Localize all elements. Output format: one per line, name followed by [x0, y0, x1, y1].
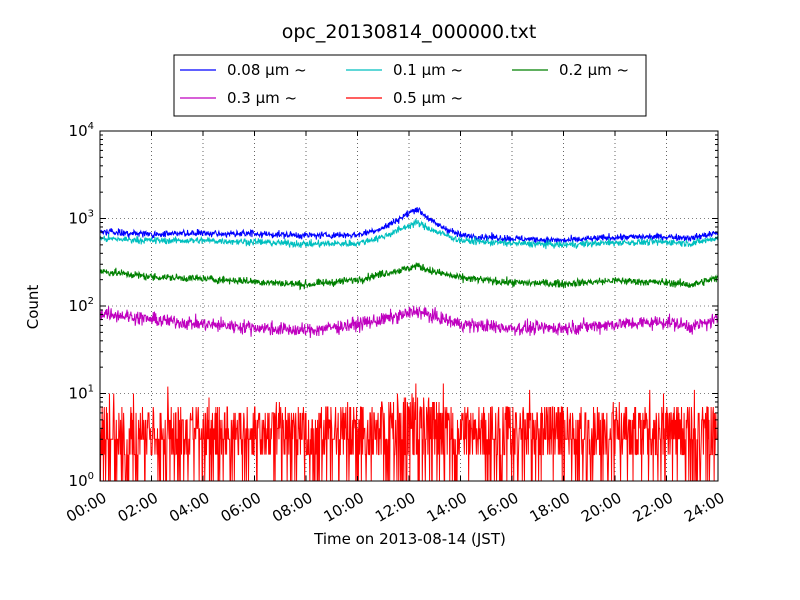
legend-box — [173, 54, 647, 117]
chart-title: opc_20130814_000000.txt — [282, 21, 537, 43]
series-line-4 — [100, 383, 718, 481]
y-axis-label: Count — [24, 285, 42, 330]
legend-label: 0.1 μm ~ — [393, 61, 463, 79]
legend: 0.08 μm ~ 0.1 μm ~ 0.2 μm ~ 0.3 μm ~ 0.5 μm … — [173, 54, 647, 117]
y-tick-label: 100 — [69, 471, 94, 490]
series-line-1 — [100, 218, 718, 250]
y-tick-label: 104 — [69, 121, 94, 140]
legend-label: 0.3 μm ~ — [227, 89, 297, 107]
y-tick-label: 103 — [69, 209, 94, 228]
x-axis-label: Time on 2013-08-14 (JST) — [313, 530, 506, 548]
y-tick-label: 101 — [69, 384, 94, 403]
series-line-0 — [100, 207, 718, 245]
y-tick-label: 102 — [69, 296, 94, 315]
plot-area — [100, 131, 718, 481]
series-line-3 — [100, 305, 718, 339]
legend-label: 0.08 μm ~ — [227, 61, 307, 79]
legend-label: 0.2 μm ~ — [559, 61, 629, 79]
legend-label: 0.5 μm ~ — [393, 89, 463, 107]
series-line-2 — [100, 262, 718, 291]
